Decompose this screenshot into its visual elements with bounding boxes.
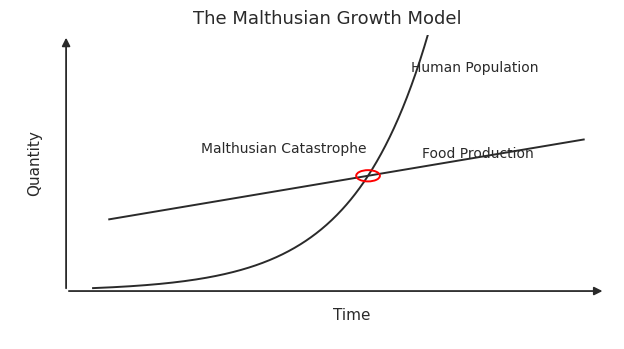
Title: The Malthusian Growth Model: The Malthusian Growth Model	[193, 10, 462, 28]
Text: Human Population: Human Population	[411, 61, 539, 75]
Text: Food Production: Food Production	[422, 147, 534, 161]
Text: Quantity: Quantity	[27, 130, 42, 196]
Text: Time: Time	[333, 308, 371, 323]
Text: Malthusian Catastrophe: Malthusian Catastrophe	[201, 142, 366, 156]
